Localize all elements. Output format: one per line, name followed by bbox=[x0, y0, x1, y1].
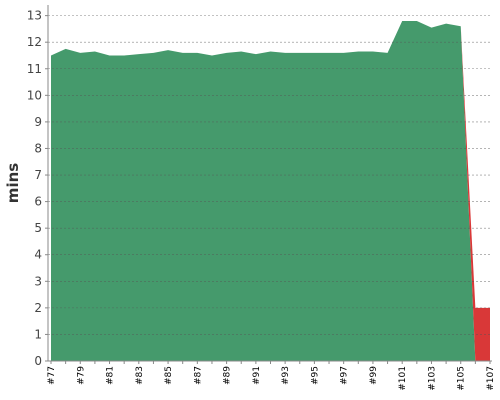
x-tick-label: #91 bbox=[252, 366, 262, 385]
x-tick-label: #87 bbox=[193, 366, 203, 385]
y-tick-label: 12 bbox=[27, 35, 42, 49]
x-tick-label: #89 bbox=[223, 366, 233, 385]
y-tick-label: 4 bbox=[34, 248, 42, 262]
x-tick-label: #95 bbox=[310, 366, 320, 385]
y-tick-label: 3 bbox=[34, 274, 42, 288]
y-tick-label: 5 bbox=[34, 221, 42, 235]
x-tick-label: #85 bbox=[164, 366, 174, 385]
x-tick-label: #107 bbox=[486, 366, 496, 391]
y-tick-label: 11 bbox=[27, 62, 42, 76]
x-tick-label: #81 bbox=[106, 366, 116, 385]
y-tick-label: 8 bbox=[34, 141, 42, 155]
x-tick-label: #97 bbox=[340, 366, 350, 385]
y-tick-label: 6 bbox=[34, 195, 42, 209]
x-tick-label: #77 bbox=[47, 366, 57, 385]
x-tick-label: #101 bbox=[398, 366, 408, 391]
x-tick-label: #105 bbox=[457, 366, 467, 391]
x-tick-label: #103 bbox=[427, 366, 437, 391]
y-axis-label: mins bbox=[4, 163, 22, 203]
x-tick-label: #79 bbox=[76, 366, 86, 385]
y-tick-label: 9 bbox=[34, 115, 42, 129]
y-tick-label: 10 bbox=[27, 88, 42, 102]
x-tick-label: #93 bbox=[281, 366, 291, 385]
y-tick-label: 1 bbox=[34, 327, 42, 341]
x-tick-label: #83 bbox=[135, 366, 145, 385]
x-tick-label: #99 bbox=[369, 366, 379, 385]
area bbox=[51, 20, 490, 361]
y-tick-label: 13 bbox=[27, 9, 42, 23]
y-tick-label: 2 bbox=[34, 301, 42, 315]
y-tick-label: 0 bbox=[34, 354, 42, 368]
y-tick-label: 7 bbox=[34, 168, 42, 182]
